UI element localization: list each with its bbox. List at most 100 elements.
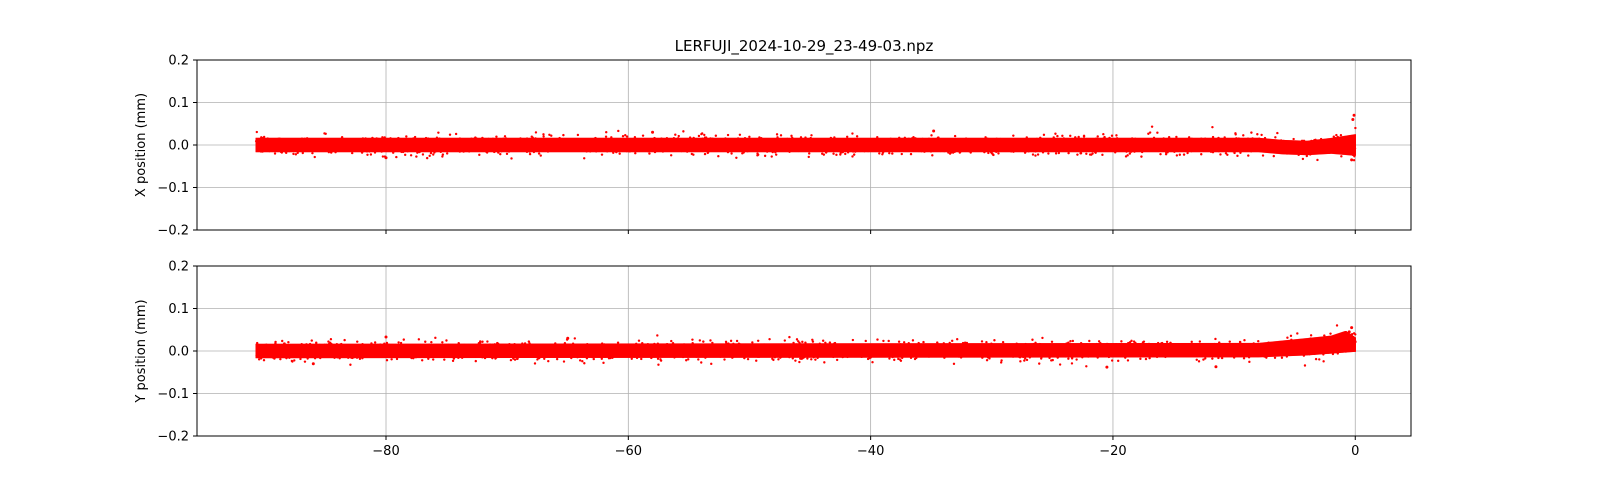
data-point [478, 153, 481, 157]
data-point-band [585, 343, 587, 358]
data-point-band [965, 137, 967, 153]
data-point-band [436, 343, 438, 359]
data-point-band [650, 343, 652, 358]
data-point [1292, 137, 1295, 141]
data-point-band [310, 343, 312, 359]
data-point-band [347, 137, 349, 153]
data-point-band [309, 137, 311, 153]
data-point [583, 157, 586, 160]
data-point-band [1127, 137, 1129, 153]
data-point [454, 132, 458, 136]
data-point-band [1060, 137, 1062, 153]
data-point-band [319, 343, 321, 359]
data-point-band [361, 343, 363, 359]
data-point [801, 340, 804, 344]
data-point-band [849, 137, 851, 153]
data-point [1110, 134, 1114, 137]
data-point-band [330, 137, 332, 153]
data-point-band [516, 343, 518, 359]
data-point-band [313, 137, 315, 153]
data-point-band [475, 137, 477, 153]
data-point-band [550, 343, 552, 358]
data-point-band [362, 343, 364, 359]
data-point-band [1190, 137, 1192, 153]
data-point-band [704, 137, 706, 153]
data-point [537, 152, 541, 155]
data-point-band [256, 343, 258, 359]
data-point-band [1141, 137, 1143, 153]
data-point [1167, 135, 1171, 139]
data-point-band [306, 137, 308, 153]
data-point-band [561, 137, 563, 153]
data-point-band [442, 343, 444, 359]
data-point-band [620, 137, 622, 153]
data-point [293, 359, 296, 362]
data-point-band [1224, 137, 1226, 153]
data-point-band [270, 137, 272, 153]
data-point [1261, 154, 1265, 157]
data-point-band [428, 343, 430, 359]
data-point-band [784, 343, 786, 358]
data-point-band [317, 137, 319, 153]
data-point [262, 359, 266, 362]
data-point [1260, 133, 1263, 137]
data-point-band [646, 343, 648, 358]
data-point-band [697, 137, 699, 153]
data-point-band [1110, 137, 1112, 153]
data-point-band [988, 137, 990, 153]
data-point-band [713, 137, 715, 153]
data-point-band [1251, 137, 1253, 153]
data-point-band [896, 137, 898, 153]
data-point-band [1343, 135, 1345, 155]
data-point-band [583, 137, 585, 153]
data-point-band [644, 137, 646, 153]
data-point-band [694, 343, 696, 358]
data-point-band [360, 137, 362, 153]
data-point [616, 341, 620, 344]
data-point-band [444, 343, 446, 359]
data-point-band [479, 343, 481, 359]
data-point-band [635, 137, 637, 153]
data-point-band [558, 343, 560, 358]
data-point [703, 152, 707, 156]
data-point-band [344, 343, 346, 359]
data-point-band [781, 343, 783, 358]
data-point-band [824, 137, 826, 153]
data-point-band [612, 343, 614, 358]
data-point-band [384, 343, 386, 359]
data-point-band [688, 343, 690, 358]
data-point-band [836, 137, 838, 153]
data-point [1082, 135, 1086, 138]
data-point-band [1029, 137, 1031, 153]
data-point [1234, 133, 1237, 136]
data-point-band [798, 343, 800, 358]
data-point-band [921, 137, 923, 153]
data-point [385, 358, 389, 362]
data-point-band [677, 137, 679, 153]
data-point-band [284, 343, 286, 359]
data-point [751, 341, 754, 344]
data-point-band [307, 137, 309, 153]
data-point [600, 357, 603, 360]
data-point [294, 153, 298, 156]
data-point-band [1176, 137, 1178, 153]
data-point [1085, 152, 1088, 155]
data-point-band [886, 137, 888, 153]
data-point-band [446, 343, 448, 359]
data-point-band [1316, 139, 1318, 155]
data-point-band [476, 343, 478, 359]
data-point-band [702, 137, 704, 153]
data-point-band [287, 343, 289, 359]
data-point-band [507, 137, 509, 153]
data-point-band [1323, 138, 1325, 155]
data-point-band [930, 137, 932, 153]
data-point-band [831, 137, 833, 153]
data-point-band [793, 343, 795, 358]
data-point [1054, 152, 1058, 155]
data-point-band [1210, 137, 1212, 153]
data-point [1211, 135, 1215, 139]
data-point [710, 362, 713, 366]
data-point-band [654, 343, 656, 358]
data-point [402, 338, 405, 341]
data-point-band [544, 343, 546, 358]
